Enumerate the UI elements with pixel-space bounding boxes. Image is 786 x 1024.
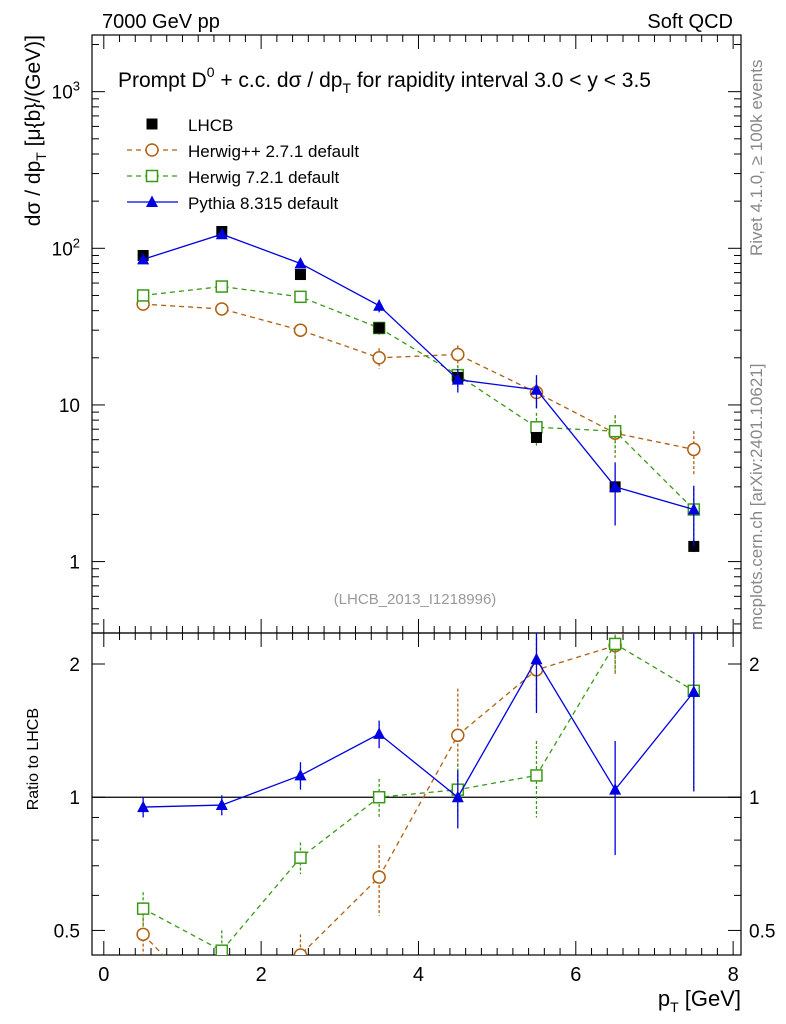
x-axis-label: pT [GeV] xyxy=(658,986,741,1015)
data-point xyxy=(137,252,150,265)
ratio-y-tick-label: 0.5 xyxy=(54,921,80,942)
data-point xyxy=(687,503,700,515)
ratio-point xyxy=(451,790,464,803)
series-3 xyxy=(137,227,700,547)
ratio-y-tick-label-right: 0.5 xyxy=(749,921,775,942)
x-tick-label: 6 xyxy=(570,964,581,986)
rivet-label: Rivet 4.1.0, ≥ 100k events xyxy=(747,60,766,256)
data-point xyxy=(215,302,229,316)
data-point xyxy=(373,322,385,334)
y-tick-label: 102 xyxy=(52,235,80,260)
ratio-panel: 0 2 4 6 8 0.5 0.5 1 1 2 2 Ratio to LHCB pT [GeV] xyxy=(25,632,775,1022)
mcplots-label: mcplots.cern.ch [arXiv:2401.10621] xyxy=(747,364,766,630)
legend-entry: Herwig++ 2.7.1 default xyxy=(127,142,359,161)
ratio-line xyxy=(142,633,624,955)
series-line xyxy=(143,285,695,510)
ratio-point xyxy=(372,870,386,884)
data-point xyxy=(136,289,150,302)
data-point xyxy=(293,323,308,337)
x-tick-label: 8 xyxy=(728,964,739,986)
y-tick-label: 1 xyxy=(69,553,80,574)
ratio-point xyxy=(609,783,622,795)
data-point xyxy=(215,227,228,240)
y-tick-label: 103 xyxy=(52,79,80,104)
ratio-y-tick-label: 1 xyxy=(69,788,80,809)
ratio-y-tick-label-right: 1 xyxy=(749,788,760,809)
ratio-point xyxy=(136,902,150,915)
legend-entry: Herwig 7.2.1 default xyxy=(127,168,339,187)
header-right: Soft QCD xyxy=(647,11,733,33)
data-point xyxy=(294,269,306,281)
y-tick-label: 10 xyxy=(59,396,80,417)
ratio-point xyxy=(687,685,700,697)
ratio-point xyxy=(451,728,465,743)
legend-marker xyxy=(145,169,159,183)
header-left: 7000 GeV pp xyxy=(102,11,220,33)
series-line xyxy=(143,303,694,451)
legend-marker xyxy=(146,195,158,207)
ratio-point xyxy=(137,800,150,813)
legend-label: Herwig 7.2.1 default xyxy=(188,168,339,187)
ratio-point xyxy=(215,944,229,955)
legend-entry: LHCB xyxy=(146,116,233,135)
main-panel: 1 10 102 103 Prompt D0 + c.c. dσ / dpT for r… xyxy=(22,34,742,634)
legend: LHCB Herwig++ 2.7.1 default Herwig 7.2.1 d… xyxy=(127,116,359,213)
ratio-point xyxy=(608,637,622,651)
data-point xyxy=(530,421,543,434)
ratio-y-tick-label: 2 xyxy=(69,655,80,676)
data-point xyxy=(373,299,386,311)
data-point xyxy=(609,480,622,492)
ratio-y-axis-label: Ratio to LHCB xyxy=(25,708,42,810)
ratio-point xyxy=(294,768,307,781)
ratio-point xyxy=(530,652,543,665)
legend-marker xyxy=(145,143,159,157)
data-point xyxy=(294,290,307,304)
data-point xyxy=(294,256,307,269)
x-tick-label: 4 xyxy=(413,964,424,986)
analysis-watermark: (LHCB_2013_I1218996) xyxy=(334,591,497,608)
data-point xyxy=(687,442,701,457)
ratio-point xyxy=(215,798,228,811)
ratio-series-2 xyxy=(137,633,700,856)
legend-marker xyxy=(146,118,158,130)
ratio-plot-frame xyxy=(91,632,742,956)
plot-title: Prompt D0 + c.c. dσ / dpT for rapidity i… xyxy=(118,64,651,96)
ratio-point xyxy=(530,769,543,782)
ratio-point xyxy=(293,948,308,955)
ratio-line xyxy=(143,657,695,808)
ratio-point xyxy=(216,1010,228,1022)
x-tick-label: 2 xyxy=(256,964,267,986)
data-point xyxy=(530,383,543,395)
ratio-point xyxy=(136,927,150,942)
ratio-point xyxy=(372,790,386,804)
data-point xyxy=(608,424,622,438)
y-axis-label: dσ / dpT [μ{b}/(GeV)] xyxy=(22,35,49,226)
legend-label: LHCB xyxy=(188,116,233,135)
ratio-y-tick-label-right: 2 xyxy=(749,655,760,676)
data-point xyxy=(451,347,465,362)
data-point xyxy=(215,280,229,293)
series-line xyxy=(142,233,694,511)
data-point xyxy=(372,351,386,365)
legend-label: Pythia 8.315 default xyxy=(188,194,339,213)
data-point xyxy=(451,373,464,385)
ratio-point xyxy=(373,727,386,739)
legend-entry: Pythia 8.315 default xyxy=(127,194,339,213)
legend-label: Herwig++ 2.7.1 default xyxy=(188,142,359,161)
data-point xyxy=(530,431,542,443)
x-tick-label: 0 xyxy=(98,964,109,986)
ratio-line xyxy=(142,643,695,952)
ratio-point xyxy=(294,851,307,864)
